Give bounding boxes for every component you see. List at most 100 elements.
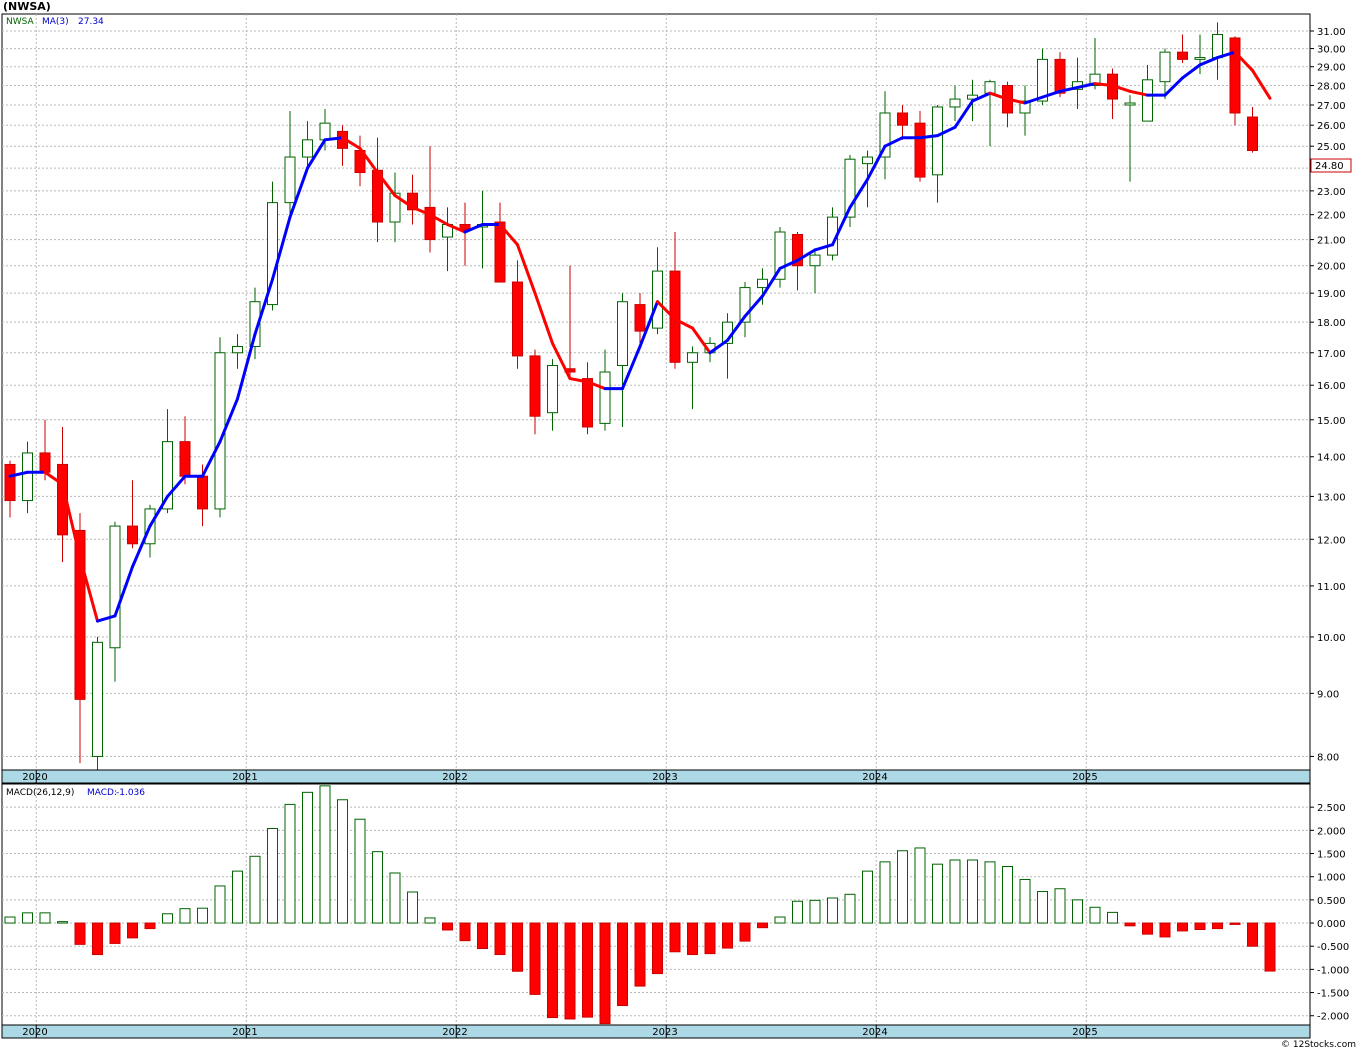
candle bbox=[914, 110, 926, 182]
price-y-tick-label: 19.00 bbox=[1317, 289, 1346, 300]
macd-x-axis-bg bbox=[1, 1024, 1311, 1039]
macd-bar-negative bbox=[547, 922, 558, 1019]
ma-segment bbox=[341, 136, 362, 150]
macd-bar-negative bbox=[1212, 922, 1223, 930]
price-y-axis: 8.00 9.00 10.00 11.00 12.00 13.00 14.00 15.00 16… bbox=[1310, 27, 1346, 763]
candle-body-up bbox=[757, 278, 768, 289]
x-axis-tick-label: 2024 bbox=[862, 772, 887, 783]
last-price-box-bg bbox=[1310, 158, 1352, 173]
ma-segment bbox=[1006, 97, 1027, 105]
price-y-tick-label: 20.00 bbox=[1317, 262, 1346, 273]
candle-body-up bbox=[879, 112, 891, 158]
candle bbox=[844, 154, 856, 227]
price-x-axis-labels: 2020 2021 2022 2023 2024 2025 bbox=[22, 770, 1098, 783]
price-candles bbox=[4, 22, 1258, 770]
ma-segment bbox=[1163, 76, 1184, 97]
macd-bar-positive bbox=[792, 900, 803, 924]
ma-segment bbox=[848, 177, 869, 209]
candle-body-down bbox=[1054, 58, 1066, 94]
macd-bar-negative bbox=[722, 922, 733, 949]
ma-segment bbox=[358, 146, 379, 175]
macd-bar-negative bbox=[704, 922, 716, 955]
macd-bar-positive bbox=[774, 916, 786, 924]
macd-x-axis-band: 2020 2021 2022 2023 2024 2025 bbox=[1, 1024, 1311, 1039]
ma-segment bbox=[918, 134, 939, 140]
macd-bar-negative bbox=[92, 922, 103, 956]
price-y-tick-label: 27.00 bbox=[1317, 101, 1346, 112]
ma-segment bbox=[1076, 82, 1097, 89]
candle bbox=[232, 334, 243, 369]
ma-segment bbox=[1198, 56, 1219, 67]
macd-bar-positive bbox=[22, 912, 33, 924]
candle bbox=[687, 346, 698, 410]
ma-segment bbox=[253, 277, 274, 336]
legend-symbol: NWSA bbox=[6, 17, 35, 27]
candle-body-up bbox=[267, 202, 278, 306]
candle-body-up bbox=[617, 301, 628, 367]
candle bbox=[494, 202, 506, 283]
candle-body-down bbox=[914, 122, 926, 178]
candle-body-up bbox=[1037, 58, 1048, 102]
candle-body-down bbox=[1177, 51, 1188, 60]
macd-bars bbox=[4, 785, 1276, 1025]
macd-bar-negative bbox=[512, 922, 523, 972]
ma-segment bbox=[778, 258, 799, 270]
ma-segment bbox=[1111, 84, 1132, 93]
candle-body-up bbox=[844, 158, 856, 218]
ma-segment bbox=[131, 524, 152, 569]
macd-y-tick-label: -2.000 bbox=[1317, 1012, 1349, 1023]
x-axis-tick-label: 2023 bbox=[652, 772, 677, 783]
candle-body-down bbox=[582, 378, 593, 428]
candle bbox=[932, 104, 943, 203]
candle bbox=[302, 121, 313, 169]
candle-body-down bbox=[634, 304, 646, 332]
candle bbox=[809, 249, 821, 294]
candle-body-up bbox=[92, 641, 103, 757]
ma-segment bbox=[866, 144, 887, 181]
candle-body-down bbox=[669, 270, 681, 363]
macd-bar-positive bbox=[284, 803, 296, 924]
macd-bar-negative bbox=[1177, 922, 1188, 932]
ma-segment bbox=[621, 344, 642, 391]
macd-y-tick-label: 1.500 bbox=[1317, 850, 1346, 861]
price-y-tick-label: 22.00 bbox=[1317, 211, 1346, 222]
candle bbox=[599, 349, 611, 431]
macd-bar-positive bbox=[337, 799, 348, 924]
candle-body-up bbox=[1142, 79, 1153, 122]
macd-bar-negative bbox=[617, 922, 628, 1007]
price-y-tick-label: 18.00 bbox=[1317, 318, 1346, 329]
candle-body-up bbox=[162, 441, 173, 510]
ma-segment bbox=[43, 470, 64, 486]
candle-body-up bbox=[687, 352, 698, 363]
candle-body-down bbox=[74, 529, 86, 700]
ma-segment bbox=[743, 294, 764, 318]
ma-segment bbox=[463, 222, 484, 234]
candle bbox=[634, 293, 646, 347]
macd-bar-positive bbox=[879, 861, 891, 924]
x-axis-tick-label: 2020 bbox=[22, 1027, 47, 1038]
macd-bar-negative bbox=[1194, 922, 1206, 931]
candle bbox=[897, 104, 908, 140]
ma-segment bbox=[1128, 89, 1149, 97]
macd-y-tick-label: 0.500 bbox=[1317, 896, 1346, 907]
price-y-tick-label: 30.00 bbox=[1317, 45, 1346, 56]
candle-body-down bbox=[127, 525, 138, 545]
candle-body-up bbox=[1212, 33, 1223, 59]
macd-y-tick-label: -0.500 bbox=[1317, 942, 1349, 953]
price-y-tick-label: 31.00 bbox=[1317, 27, 1346, 38]
macd-bar-negative bbox=[127, 922, 138, 939]
candle bbox=[284, 110, 296, 218]
candle-body-up bbox=[22, 452, 33, 502]
candle-body-down bbox=[179, 441, 191, 477]
candle-body-down bbox=[424, 206, 436, 241]
candle-body-up bbox=[547, 365, 558, 414]
ma-segment bbox=[393, 194, 414, 209]
candle bbox=[92, 636, 103, 770]
candle bbox=[652, 247, 663, 335]
macd-bar-positive bbox=[844, 893, 856, 924]
macd-bar-positive bbox=[984, 861, 996, 924]
ma-segment bbox=[673, 317, 694, 330]
candle-body-up bbox=[319, 122, 331, 141]
macd-bar-negative bbox=[459, 922, 471, 942]
